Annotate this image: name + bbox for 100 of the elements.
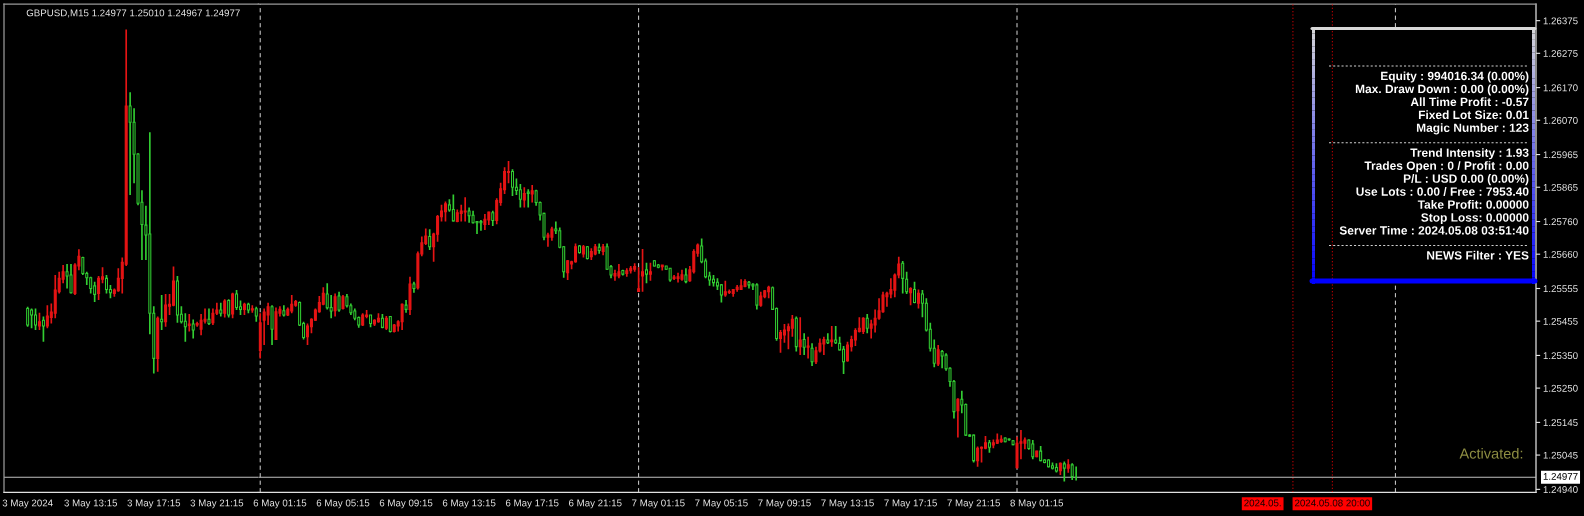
x-tick-label: 3 May 13:15 [64,499,118,509]
candlestick [822,335,826,356]
y-tick-label: 1.25145 [1543,419,1578,427]
candlestick [786,322,790,351]
x-tick-label: 6 May 05:15 [316,499,370,509]
candlestick [976,445,980,468]
candlestick [865,313,869,335]
candlestick [790,314,794,338]
y-tick-label: 1.26275 [1543,50,1578,57]
candlestick [510,168,514,197]
ref-line-label: 2024.05. [1244,499,1281,507]
candlestick [171,265,175,307]
y-tick-label: 1.25045 [1543,451,1578,459]
candlestick [164,293,168,328]
annotation: Take Profit: 0.00000 [1417,199,1529,209]
chart-title: GBPUSD,M15 1.24977 1.25010 1.24967 1.24977 [26,9,240,18]
candlestick [1062,460,1066,483]
candlestick [69,263,73,295]
candlestick [518,183,522,209]
candlestick [160,294,164,331]
candlestick [128,91,132,196]
candlestick [306,322,310,346]
candlestick [936,344,940,367]
y-tick-label: 1.26375 [1543,17,1578,25]
candlestick [270,304,274,346]
y-tick-label: 1.25660 [1543,250,1578,258]
candlestick [451,193,455,223]
candlestick [637,266,641,293]
candlestick [329,294,333,320]
candlestick [227,298,231,319]
x-tick-label: 3 May 21:15 [190,499,244,509]
candlestick [522,186,526,209]
candlestick [806,335,810,360]
x-tick-label: 7 May 09:15 [758,499,811,509]
ref-line-label: 2024.05.08 20:00 [1294,499,1370,507]
candlestick [1050,461,1054,471]
y-tick-label: 1.25760 [1543,218,1578,226]
y-tick-label: 1.25350 [1543,352,1578,360]
candlestick [187,313,191,333]
x-tick-label: 7 May 21:15 [947,499,1000,509]
candlestick [428,228,432,251]
annotation: Activated: [1459,448,1523,459]
candlestick [337,290,341,313]
annotation: Trades Open : 0 / Profit : 0.00 [1364,161,1529,173]
candlestick [235,289,239,311]
y-tick-label: 1.26170 [1543,84,1578,92]
candlestick [755,282,759,311]
x-tick-label: 3 May 2024 [2,499,53,509]
candlestick [26,305,30,328]
x-tick-label: 6 May 01:15 [253,499,307,509]
annotation: Stop Loss: 0.00000 [1421,213,1529,225]
candlestick [93,280,97,303]
candlestick [223,298,227,319]
candlestick [191,318,195,340]
candlestick [436,214,440,243]
candlestick [53,274,57,320]
candlestick [798,316,802,356]
candlestick [333,292,337,318]
ref-line-label: 1.24977 [1543,473,1578,480]
candlestick [104,274,108,295]
candlestick [443,200,447,223]
annotation: Fixed Lot Size: 0.01 [1418,110,1529,120]
candlestick [183,312,187,343]
candlestick [231,291,235,320]
y-tick-label: 1.26070 [1543,117,1578,124]
candlestick [901,260,905,295]
candlestick [290,294,294,315]
y-tick-label: 1.25965 [1543,151,1578,159]
x-tick-label: 3 May 17:15 [127,499,181,509]
annotation: NEWS Filter : YES [1427,250,1529,260]
y-tick-label: 1.25455 [1543,317,1578,325]
x-tick-label: 6 May 13:15 [442,499,496,509]
candlestick [34,307,38,331]
y-tick-label: 1.25250 [1543,384,1578,392]
x-tick-label: 6 May 09:15 [379,499,433,509]
candlestick [1031,439,1035,461]
annotation: Use Lots : 0.00 / Free : 7953.40 [1356,187,1529,196]
candlestick [30,307,34,330]
y-tick-label: 1.24940 [1543,486,1578,493]
candlestick [644,261,648,285]
candlestick [577,244,581,255]
x-tick-label: 6 May 17:15 [505,499,559,509]
candlestick [830,325,834,348]
candlestick [97,275,101,301]
candlestick [574,242,578,264]
candlestick [712,274,716,288]
candlestick [842,345,846,375]
candlestick [400,302,404,331]
annotation: P/L : USD 0.00 (0.00%) [1403,174,1529,186]
candlestick [641,248,645,293]
candlestick [45,304,49,330]
candlestick [802,332,806,356]
candlestick [526,188,530,209]
x-tick-label: 6 May 21:15 [569,499,622,509]
annotation: Max. Draw Down : 0.00 (0.00%) [1355,84,1529,96]
candlestick [846,340,850,363]
annotation: Trend Intensity : 1.93 [1410,148,1529,160]
x-tick-label: 7 May 05:15 [695,499,748,509]
y-tick-label: 1.25555 [1543,285,1578,293]
candlestick [530,184,534,204]
